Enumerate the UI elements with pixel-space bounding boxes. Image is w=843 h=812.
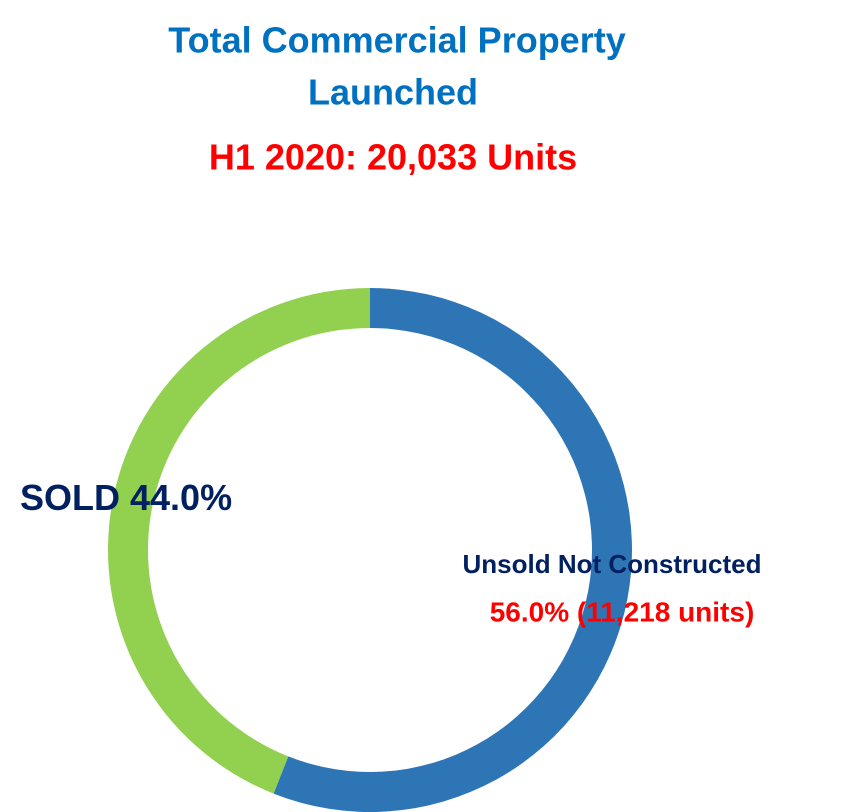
value-label: 44.0% (130, 477, 232, 518)
slice-label: SOLD 44.0% (20, 477, 232, 518)
category-label: Unsold Not Constructed (463, 549, 762, 579)
chart-subtitle: H1 2020: 20,033 Units (209, 137, 577, 178)
chart-title: Launched (308, 72, 478, 113)
slices (107, 288, 632, 812)
chart-title: Total Commercial Property (168, 20, 625, 61)
slice (107, 288, 370, 794)
value-label: 56.0% (11,218 units) (490, 596, 755, 627)
category-label: SOLD (20, 477, 120, 518)
